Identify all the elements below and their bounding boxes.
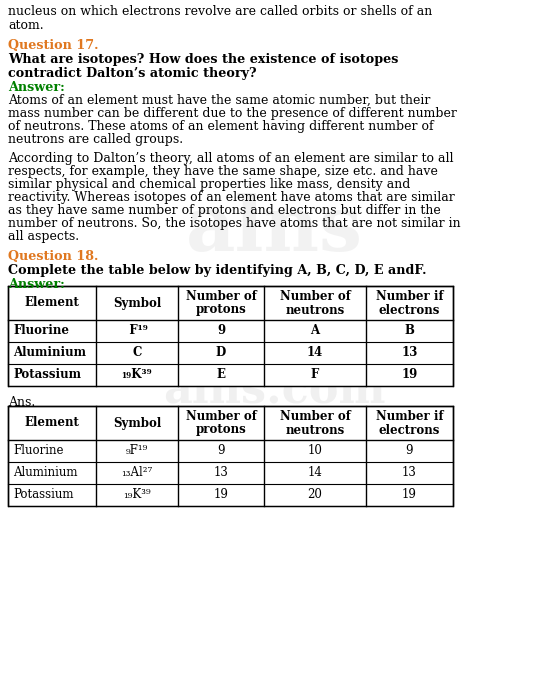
Text: A: A [310,325,320,337]
Text: Number of: Number of [279,290,350,302]
Text: 19: 19 [214,489,228,501]
Text: Number of: Number of [186,410,256,423]
Text: Symbol: Symbol [113,416,161,430]
Text: alns: alns [186,193,362,267]
Text: neutrons: neutrons [285,424,345,437]
Text: 20: 20 [307,489,322,501]
Text: Aluminium: Aluminium [13,346,86,360]
Text: 13: 13 [401,346,418,360]
Text: 9: 9 [217,444,225,458]
Text: 14: 14 [307,466,322,480]
Text: According to Dalton’s theory, all atoms of an element are similar to all: According to Dalton’s theory, all atoms … [8,152,453,165]
Text: Number if: Number if [376,290,443,302]
Text: 9: 9 [406,444,413,458]
Text: Aluminium: Aluminium [13,466,77,480]
Text: Potassium: Potassium [13,368,81,382]
Text: reactivity. Whereas isotopes of an element have atoms that are similar: reactivity. Whereas isotopes of an eleme… [8,191,455,204]
Text: contradict Dalton’s atomic theory?: contradict Dalton’s atomic theory? [8,67,256,80]
Text: Question 18.: Question 18. [8,250,98,263]
Text: E: E [216,368,226,382]
Text: alns.com: alns.com [163,368,385,412]
Text: Question 17.: Question 17. [8,39,98,52]
Text: of neutrons. These atoms of an element having different number of: of neutrons. These atoms of an element h… [8,120,434,133]
Bar [8,286,453,386]
Text: Potassium: Potassium [13,489,74,501]
Text: Complete the table below by identifying A, B, C, D, E andF.: Complete the table below by identifying … [8,264,427,277]
Text: D: D [216,346,226,360]
Text: F: F [311,368,319,382]
Text: respects, for example, they have the same shape, size etc. and have: respects, for example, they have the sam… [8,165,438,178]
Text: electrons: electrons [379,304,440,316]
Text: 13: 13 [214,466,228,480]
Text: Fluorine: Fluorine [13,444,64,458]
Text: Symbol: Symbol [113,297,161,309]
Text: protons: protons [195,304,247,316]
Text: 10: 10 [307,444,322,458]
Text: ₁₃Al²⁷: ₁₃Al²⁷ [121,466,153,480]
Text: C: C [132,346,142,360]
Text: 19: 19 [402,489,417,501]
Text: ₁₉K³⁹: ₁₉K³⁹ [123,489,151,501]
Text: F¹⁹: F¹⁹ [127,325,148,337]
Text: Fluorine: Fluorine [13,325,69,337]
Text: number of neutrons. So, the isotopes have atoms that are not similar in: number of neutrons. So, the isotopes hav… [8,217,461,230]
Text: ₁₉K³⁹: ₁₉K³⁹ [122,368,153,382]
Text: Number if: Number if [376,410,443,423]
Text: electrons: electrons [379,424,440,437]
Text: Answer:: Answer: [8,278,65,291]
Text: Atoms of an element must have the same atomic number, but their: Atoms of an element must have the same a… [8,94,430,107]
Text: 19: 19 [401,368,418,382]
Text: Element: Element [25,416,80,430]
Text: atom.: atom. [8,19,43,32]
Text: Number of: Number of [186,290,256,302]
Bar [8,406,453,506]
Text: similar physical and chemical properties like mass, density and: similar physical and chemical properties… [8,178,410,191]
Text: nucleus on which electrons revolve are called orbits or shells of an: nucleus on which electrons revolve are c… [8,5,432,18]
Text: 14: 14 [307,346,323,360]
Text: mass number can be different due to the presence of different number: mass number can be different due to the … [8,107,457,120]
Text: Number of: Number of [279,410,350,423]
Text: neutrons: neutrons [285,304,345,316]
Text: 13: 13 [402,466,417,480]
Text: What are isotopes? How does the existence of isotopes: What are isotopes? How does the existenc… [8,53,399,66]
Text: Ans.: Ans. [8,396,35,409]
Text: protons: protons [195,424,247,437]
Text: neutrons are called groups.: neutrons are called groups. [8,133,183,146]
Text: 9: 9 [217,325,225,337]
Text: ₉F¹⁹: ₉F¹⁹ [126,444,148,458]
Text: B: B [405,325,414,337]
Text: all aspects.: all aspects. [8,230,79,243]
Text: Element: Element [25,297,80,309]
Text: Answer:: Answer: [8,81,65,94]
Text: as they have same number of protons and electrons but differ in the: as they have same number of protons and … [8,204,441,217]
